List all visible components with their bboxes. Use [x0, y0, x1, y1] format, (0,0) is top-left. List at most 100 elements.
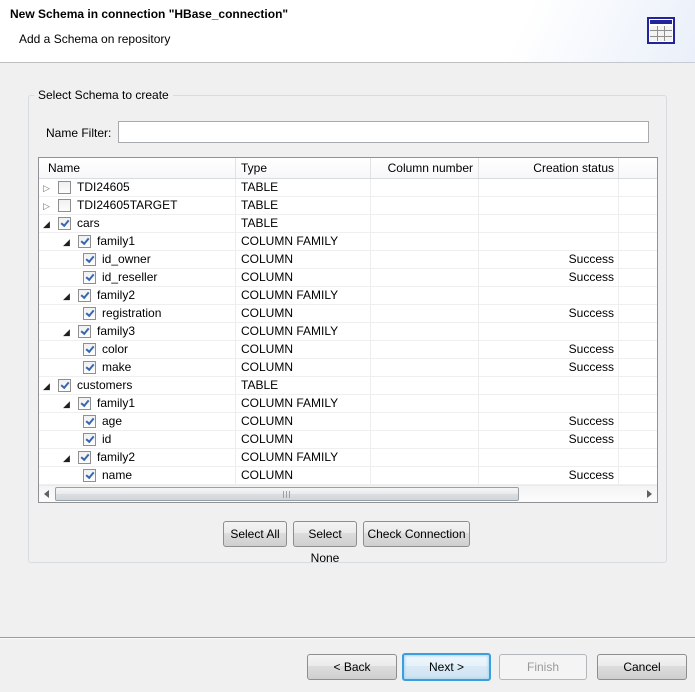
- table-icon-header-band: [650, 20, 672, 24]
- horizontal-scrollbar[interactable]: [39, 485, 657, 502]
- row-checkbox[interactable]: [83, 253, 96, 266]
- table-row[interactable]: family1 COLUMN FAMILY: [39, 233, 657, 251]
- footer-separator-highlight: [0, 638, 695, 639]
- cell-extra: [619, 269, 657, 286]
- cell-extra: [619, 215, 657, 232]
- cell-creation-status: [479, 377, 619, 394]
- cell-extra: [619, 197, 657, 214]
- cell-column-number: [371, 395, 479, 412]
- collapse-arrow-icon[interactable]: [63, 323, 78, 340]
- column-header-creation-status[interactable]: Creation status: [479, 158, 619, 178]
- cell-creation-status: Success: [479, 413, 619, 430]
- cell-creation-status: Success: [479, 251, 619, 268]
- row-checkbox[interactable]: [78, 235, 91, 248]
- row-checkbox[interactable]: [83, 415, 96, 428]
- cell-extra: [619, 233, 657, 250]
- row-label: make: [102, 360, 132, 374]
- row-checkbox[interactable]: [83, 361, 96, 374]
- row-label: id_owner: [102, 252, 151, 266]
- row-checkbox[interactable]: [83, 469, 96, 482]
- check-connection-button[interactable]: Check Connection: [363, 521, 470, 547]
- cell-creation-status: [479, 323, 619, 340]
- table-row[interactable]: customers TABLE: [39, 377, 657, 395]
- collapse-arrow-icon[interactable]: [43, 377, 58, 394]
- row-label: family2: [97, 288, 136, 302]
- cell-type: COLUMN: [236, 413, 371, 430]
- cell-extra: [619, 467, 657, 484]
- cell-extra: [619, 341, 657, 358]
- finish-button[interactable]: Finish: [499, 654, 587, 680]
- cell-extra: [619, 359, 657, 376]
- scroll-left-arrow-icon[interactable]: [39, 486, 55, 502]
- cell-type: COLUMN FAMILY: [236, 449, 371, 466]
- groupbox-label: Select Schema to create: [34, 88, 173, 102]
- table-row[interactable]: TDI24605 TABLE: [39, 179, 657, 197]
- cell-column-number: [371, 287, 479, 304]
- table-row[interactable]: family3 COLUMN FAMILY: [39, 323, 657, 341]
- cell-column-number: [371, 323, 479, 340]
- table-row[interactable]: age COLUMN Success: [39, 413, 657, 431]
- cell-column-number: [371, 179, 479, 196]
- next-button[interactable]: Next >: [402, 653, 491, 681]
- table-row[interactable]: family2 COLUMN FAMILY: [39, 449, 657, 467]
- cell-type: TABLE: [236, 179, 371, 196]
- row-checkbox[interactable]: [58, 181, 71, 194]
- table-row[interactable]: TDI24605TARGET TABLE: [39, 197, 657, 215]
- row-checkbox[interactable]: [58, 199, 71, 212]
- cell-extra: [619, 287, 657, 304]
- expand-arrow-icon[interactable]: [43, 197, 58, 214]
- row-checkbox[interactable]: [83, 343, 96, 356]
- cell-creation-status: Success: [479, 341, 619, 358]
- table-row[interactable]: registration COLUMN Success: [39, 305, 657, 323]
- column-header-type[interactable]: Type: [236, 158, 371, 178]
- row-checkbox[interactable]: [78, 325, 91, 338]
- row-checkbox[interactable]: [58, 217, 71, 230]
- table-row[interactable]: family2 COLUMN FAMILY: [39, 287, 657, 305]
- table-row[interactable]: make COLUMN Success: [39, 359, 657, 377]
- row-checkbox[interactable]: [83, 271, 96, 284]
- table-row[interactable]: color COLUMN Success: [39, 341, 657, 359]
- table-row[interactable]: id COLUMN Success: [39, 431, 657, 449]
- cell-creation-status: [479, 215, 619, 232]
- cell-extra: [619, 305, 657, 322]
- row-checkbox[interactable]: [78, 289, 91, 302]
- collapse-arrow-icon[interactable]: [63, 233, 78, 250]
- cell-column-number: [371, 341, 479, 358]
- row-checkbox[interactable]: [58, 379, 71, 392]
- row-checkbox[interactable]: [78, 397, 91, 410]
- row-label: family1: [97, 396, 136, 410]
- row-checkbox[interactable]: [83, 307, 96, 320]
- table-row[interactable]: name COLUMN Success: [39, 467, 657, 485]
- row-checkbox[interactable]: [83, 433, 96, 446]
- table-grid-icon: [647, 17, 675, 44]
- scroll-right-arrow-icon[interactable]: [641, 486, 657, 502]
- expand-arrow-icon[interactable]: [43, 179, 58, 196]
- table-row[interactable]: id_owner COLUMN Success: [39, 251, 657, 269]
- table-row[interactable]: id_reseller COLUMN Success: [39, 269, 657, 287]
- cancel-button[interactable]: Cancel: [597, 654, 687, 680]
- table-row[interactable]: family1 COLUMN FAMILY: [39, 395, 657, 413]
- column-header-name[interactable]: Name: [39, 158, 236, 178]
- row-label: TDI24605TARGET: [77, 198, 178, 212]
- select-none-button[interactable]: Select None: [293, 521, 357, 565]
- collapse-arrow-icon[interactable]: [63, 287, 78, 304]
- cell-extra: [619, 251, 657, 268]
- cell-type: COLUMN: [236, 341, 371, 358]
- scrollbar-thumb[interactable]: [55, 487, 519, 501]
- cell-column-number: [371, 305, 479, 322]
- collapse-arrow-icon[interactable]: [43, 215, 58, 232]
- row-checkbox[interactable]: [78, 451, 91, 464]
- schema-tree-table: Name Type Column number Creation status …: [38, 157, 658, 503]
- row-label: family1: [97, 234, 136, 248]
- select-all-button[interactable]: Select All: [223, 521, 287, 547]
- cell-extra: [619, 413, 657, 430]
- collapse-arrow-icon[interactable]: [63, 395, 78, 412]
- column-header-column-number[interactable]: Column number: [371, 158, 479, 178]
- row-label: id_reseller: [102, 270, 158, 284]
- name-filter-input[interactable]: [118, 121, 649, 143]
- cell-column-number: [371, 359, 479, 376]
- table-row[interactable]: cars TABLE: [39, 215, 657, 233]
- cell-type: COLUMN: [236, 269, 371, 286]
- collapse-arrow-icon[interactable]: [63, 449, 78, 466]
- back-button[interactable]: < Back: [307, 654, 397, 680]
